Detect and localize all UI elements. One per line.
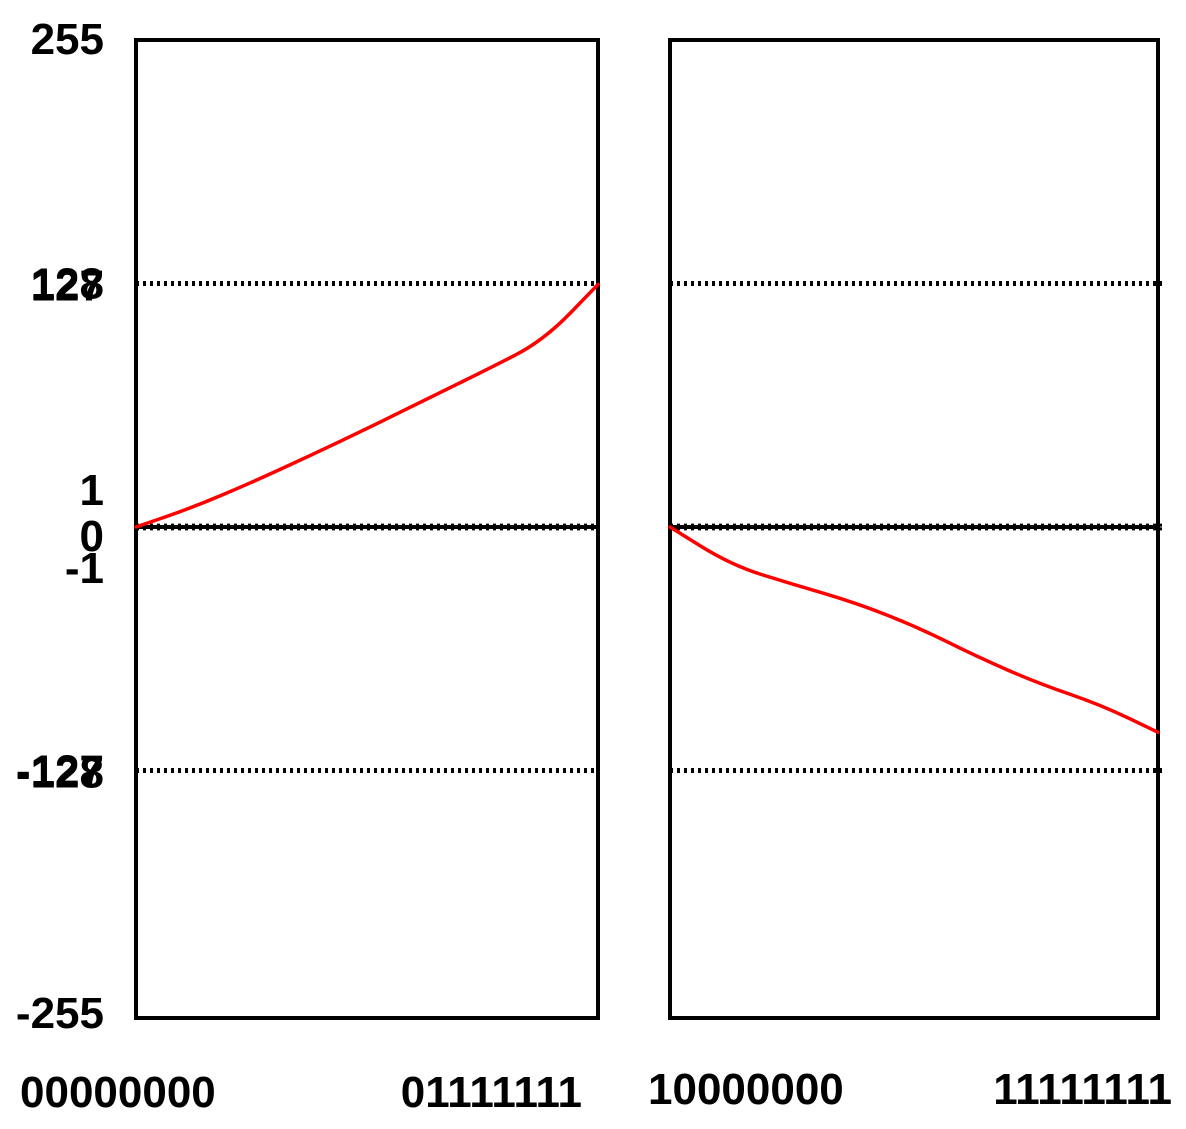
series-line-0	[668, 525, 1160, 735]
y-tick-label-5: -1	[65, 544, 104, 593]
right-panel: 10000000 11111111	[648, 38, 1172, 1114]
y-tick-label-6: -127	[16, 747, 104, 796]
x-end-label: 11111111	[993, 1065, 1172, 1114]
y-tick-label-0: 255	[31, 15, 104, 64]
x-start-label: 10000000	[648, 1065, 844, 1114]
y-tick-label-8: -255	[16, 989, 104, 1038]
y-tick-label-4: 0	[80, 512, 104, 561]
series-line-0	[134, 282, 600, 529]
y-tick-label-3: 1	[80, 466, 104, 515]
y-tick-label-1: 128	[31, 260, 104, 309]
x-start-label: 00000000	[20, 1068, 216, 1117]
plot-frame	[134, 38, 600, 1020]
x-end-label: 01111111	[401, 1068, 582, 1117]
y-tick-label-7: -128	[16, 748, 104, 797]
y-tick-label-2: 127	[31, 261, 104, 310]
left-panel: 00000000 01111111	[20, 38, 600, 1117]
